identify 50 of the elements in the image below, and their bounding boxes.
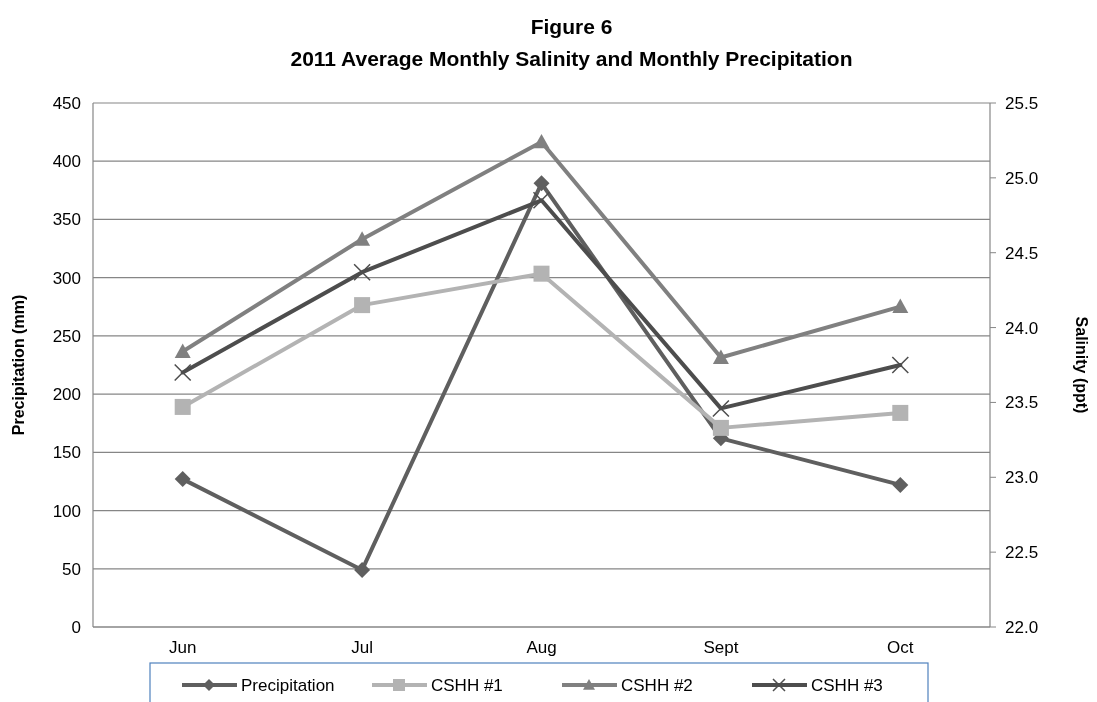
point <box>173 363 192 382</box>
y2-tick-label: 25.5 <box>1005 94 1039 113</box>
point <box>891 356 910 374</box>
y-tick-label: 150 <box>52 443 81 463</box>
x-tick-label: Oct <box>887 638 914 657</box>
y-tick-label: 50 <box>62 559 81 579</box>
chart-title: Figure 6 <box>530 15 613 38</box>
point <box>174 471 191 488</box>
y-tick-label: 100 <box>52 501 81 521</box>
point <box>533 133 550 149</box>
y-tick-label: 250 <box>52 326 81 346</box>
point <box>892 404 909 421</box>
point <box>354 231 371 246</box>
point <box>533 265 550 282</box>
point <box>533 175 550 192</box>
y2-tick-label: 24.0 <box>1005 318 1039 338</box>
point <box>353 263 371 281</box>
point <box>174 398 191 415</box>
legend-label: CSHH #3 <box>811 676 883 695</box>
y2-tick-label: 22.5 <box>1005 543 1039 563</box>
point <box>174 343 191 358</box>
x-tick-label: Sept <box>703 638 739 657</box>
x-tick-label: Aug <box>526 638 557 657</box>
y2-tick-label: 23.0 <box>1005 468 1039 488</box>
y2-tick-label: 23.5 <box>1005 393 1039 413</box>
x-tick-label: Jun <box>168 638 197 657</box>
legend-label: CSHH #2 <box>621 676 693 695</box>
y2-axis-title: Salinity (ppt) <box>1073 316 1090 414</box>
point <box>532 191 551 210</box>
chart-subtitle: 2011 Average Monthly Salinity and Monthly Precipitation <box>290 47 853 70</box>
point <box>712 419 729 436</box>
y-tick-label: 350 <box>52 210 81 230</box>
point <box>354 297 371 314</box>
x-tick-label: Jul <box>351 638 373 657</box>
legend-label: CSHH #1 <box>431 676 503 695</box>
y-axis-title: Precipitation (mm) <box>10 294 27 436</box>
y-tick-label: 300 <box>52 268 81 288</box>
y-tick-label: 400 <box>52 152 81 172</box>
point <box>712 349 729 364</box>
y2-tick-label: 22.0 <box>1005 618 1039 637</box>
y-tick-label: 0 <box>71 618 81 637</box>
y2-tick-label: 25.0 <box>1005 168 1039 188</box>
point <box>892 476 909 493</box>
point <box>892 298 909 314</box>
y2-tick-label: 24.5 <box>1005 243 1039 263</box>
point <box>712 399 730 418</box>
y-tick-label: 200 <box>52 385 81 405</box>
y-tick-label: 450 <box>52 94 81 113</box>
point <box>354 561 371 578</box>
legend-label: Precipitation <box>241 676 335 695</box>
